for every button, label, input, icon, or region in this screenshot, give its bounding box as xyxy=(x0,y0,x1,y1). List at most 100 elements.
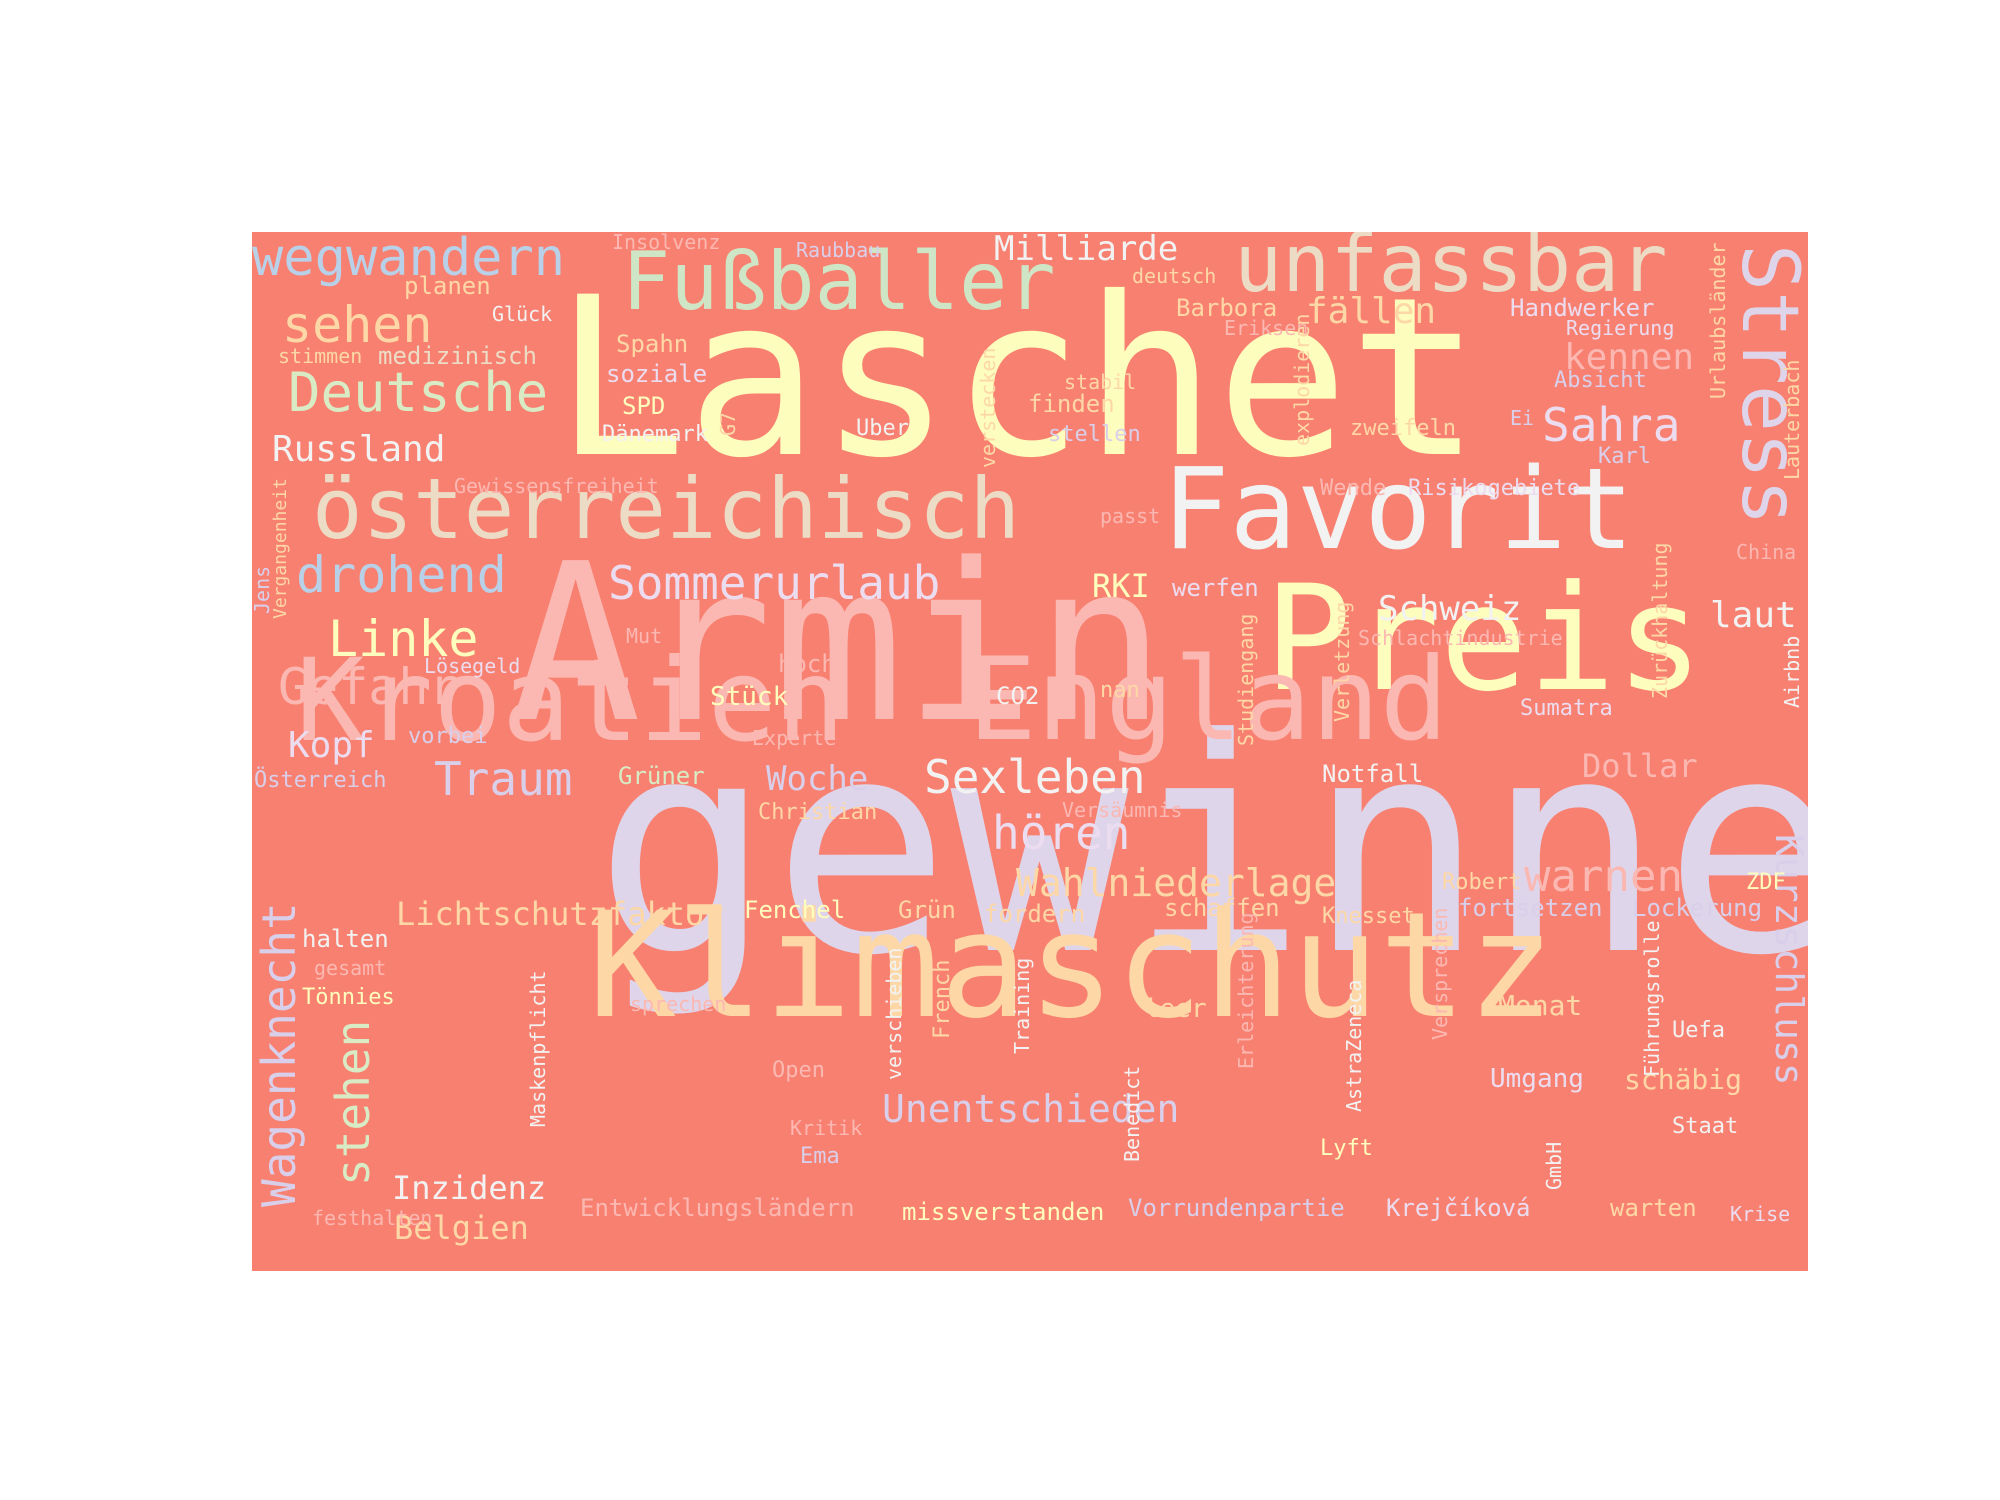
cloud-word: RKI xyxy=(1092,567,1150,605)
cloud-word: Jens xyxy=(252,565,274,614)
cloud-word: Knesset xyxy=(1322,904,1415,929)
cloud-word: sprechen xyxy=(630,992,727,1016)
cloud-word: Open xyxy=(772,1058,825,1083)
cloud-word: Sahra xyxy=(1542,398,1681,452)
cloud-word: SPD xyxy=(622,392,666,420)
cloud-word: Österreich xyxy=(254,768,387,793)
cloud-word: Erleichterung xyxy=(1234,912,1258,1069)
cloud-word: Lichtschutzfaktor xyxy=(396,895,724,933)
cloud-word: warten xyxy=(1610,1194,1697,1222)
cloud-word: deutsch xyxy=(1132,264,1217,288)
cloud-word: Kritik xyxy=(790,1116,863,1140)
cloud-word: Lockerung xyxy=(1632,894,1763,922)
cloud-word: Unentschieden xyxy=(882,1087,1180,1131)
cloud-word: Wahlniederlage xyxy=(1016,861,1337,905)
cloud-word: Russland xyxy=(272,429,446,470)
cloud-word: Entwicklungsländern xyxy=(580,1194,855,1222)
cloud-word: zweifeln xyxy=(1350,416,1456,441)
cloud-word: Stück xyxy=(710,682,789,712)
cloud-word: Preis xyxy=(1264,554,1704,724)
cloud-word: sehen xyxy=(282,296,433,354)
cloud-word: French xyxy=(930,959,955,1039)
cloud-word: Glück xyxy=(492,302,553,326)
cloud-word: Maskenpflicht xyxy=(526,970,550,1127)
cloud-word: Lyft xyxy=(1320,1136,1373,1161)
cloud-word: Urlaubsländer xyxy=(1706,242,1730,399)
cloud-word: Favorit xyxy=(1162,445,1635,575)
cloud-word: AstraZeneca xyxy=(1342,979,1366,1112)
cloud-word: Raubbau xyxy=(796,238,881,262)
cloud-word: Schweiz xyxy=(1378,589,1522,629)
cloud-word: medizinisch xyxy=(378,342,537,370)
cloud-word: Sommerurlaub xyxy=(608,556,941,610)
cloud-word: Gefahr xyxy=(278,658,459,716)
cloud-word: explodieren xyxy=(1290,313,1314,446)
cloud-word: Handwerker xyxy=(1510,294,1655,322)
cloud-word: halten xyxy=(302,925,389,953)
cloud-word: gewinnen xyxy=(594,675,1808,1020)
cloud-word: Grüner xyxy=(618,762,705,790)
cloud-word: unfassbar xyxy=(1234,232,1668,310)
cloud-word: leer xyxy=(1144,994,1207,1024)
cloud-word: laut xyxy=(1710,595,1797,636)
cloud-word: Krise xyxy=(1730,1202,1791,1226)
cloud-word: hören xyxy=(992,806,1131,860)
cloud-word: Sumatra xyxy=(1520,696,1613,721)
cloud-word: Krejčíková xyxy=(1386,1194,1531,1222)
cloud-word: Traum xyxy=(434,752,573,806)
cloud-word: Ei xyxy=(1510,406,1535,430)
cloud-word: schaffen xyxy=(1164,894,1280,922)
cloud-word: nan xyxy=(1100,678,1140,703)
cloud-word: Kopf xyxy=(288,725,375,766)
cloud-word: Schlachtindustrie xyxy=(1358,626,1563,650)
cloud-word: vorbei xyxy=(408,724,488,749)
cloud-word: missverstanden xyxy=(902,1198,1105,1226)
cloud-word: Linke xyxy=(328,610,479,668)
cloud-word: stabil xyxy=(1064,370,1137,394)
cloud-word: Deutsche xyxy=(288,361,549,424)
cloud-word: Umgang xyxy=(1490,1064,1584,1094)
cloud-word: G7 xyxy=(716,411,740,436)
cloud-word: hoch xyxy=(778,650,836,678)
cloud-word: China xyxy=(1736,540,1797,564)
cloud-word: Eriksen xyxy=(1224,316,1309,340)
cloud-word: werfen xyxy=(1172,574,1259,602)
cloud-word: Tönnies xyxy=(302,985,395,1010)
cloud-word: verschieben xyxy=(882,947,906,1080)
cloud-word: Absicht xyxy=(1554,368,1647,393)
cloud-word: Dollar xyxy=(1582,747,1698,785)
cloud-word: finden xyxy=(1028,390,1115,418)
cloud-word: Versprechen xyxy=(1428,907,1452,1040)
cloud-word: Gewissensfreiheit xyxy=(454,474,659,498)
cloud-word: Ema xyxy=(800,1144,840,1169)
cloud-word: Monat xyxy=(1498,989,1583,1022)
cloud-word: Versäumnis xyxy=(1062,798,1183,822)
cloud-word: österreichisch xyxy=(312,460,1021,558)
cloud-word: Airbnb xyxy=(1780,635,1804,708)
cloud-word: kennen xyxy=(1564,337,1695,378)
cloud-word: Belgien xyxy=(394,1209,529,1247)
cloud-word: Staat xyxy=(1672,1114,1739,1139)
cloud-word: stimmen xyxy=(278,344,363,368)
cloud-word: stehen xyxy=(326,1019,380,1186)
cloud-word: Fußballer xyxy=(622,235,1056,328)
cloud-word: Vorrundenpartie xyxy=(1128,1194,1345,1222)
cloud-word: Verletzung xyxy=(1330,601,1354,722)
cloud-word: England xyxy=(968,633,1449,766)
cloud-word: warnen xyxy=(1524,851,1683,902)
cloud-word: Inzidenz xyxy=(392,1169,547,1207)
cloud-word: GmbH xyxy=(1542,1141,1566,1190)
cloud-word: ZDF xyxy=(1746,870,1786,895)
cloud-word: Karl xyxy=(1598,444,1651,469)
cloud-word: Risikogebiete xyxy=(1408,476,1581,501)
cloud-word: Christian xyxy=(758,800,878,825)
cloud-word: Experte xyxy=(752,726,837,750)
cloud-word: Dänemark xyxy=(602,422,708,447)
cloud-word: Insolvenz xyxy=(612,232,721,254)
cloud-word: Lösegeld xyxy=(424,654,521,678)
cloud-word: Grün xyxy=(898,896,956,924)
cloud-word: Training xyxy=(1010,957,1034,1054)
cloud-word: Kroatien xyxy=(296,634,846,767)
cloud-word: Fenchel xyxy=(744,896,846,924)
